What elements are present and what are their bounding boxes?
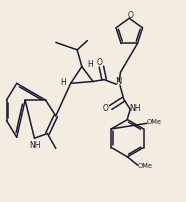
Text: OMe: OMe xyxy=(137,163,152,169)
Text: NH: NH xyxy=(30,141,41,150)
Text: O: O xyxy=(97,58,102,67)
Text: N: N xyxy=(115,77,121,86)
Text: NH: NH xyxy=(129,104,141,113)
Text: OMe: OMe xyxy=(147,119,161,125)
Text: H: H xyxy=(87,60,93,69)
Text: O: O xyxy=(103,104,109,113)
Text: H: H xyxy=(60,78,66,87)
Text: O: O xyxy=(127,12,133,20)
